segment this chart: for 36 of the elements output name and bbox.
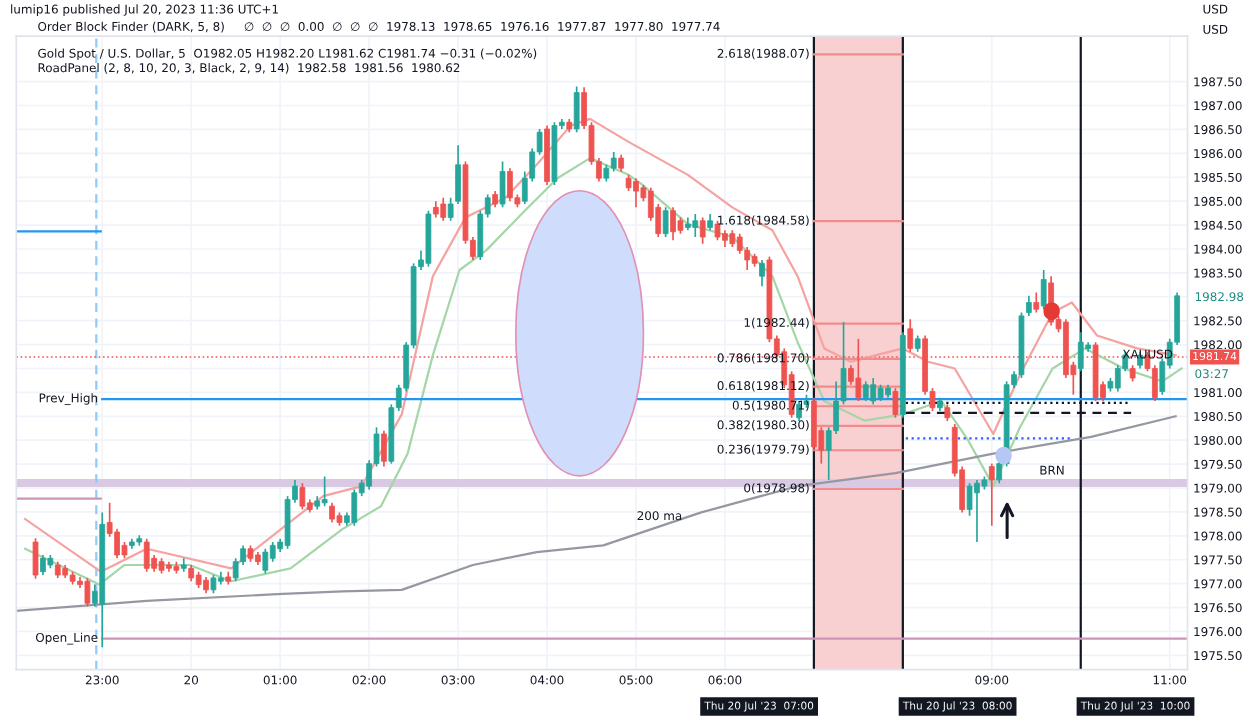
candlestick <box>573 85 580 134</box>
candlestick <box>329 502 335 524</box>
candlestick <box>507 167 513 202</box>
candlestick <box>351 488 358 527</box>
candlestick <box>662 206 669 238</box>
candlestick <box>759 259 765 288</box>
candlestick <box>499 160 506 209</box>
candlestick <box>699 216 706 245</box>
candlestick <box>862 380 869 402</box>
candlestick <box>1033 291 1040 314</box>
candlestick <box>1040 269 1047 311</box>
candlestick <box>610 151 617 173</box>
candlestick <box>714 219 721 242</box>
candlestick <box>692 213 699 238</box>
candlestick <box>40 554 46 576</box>
candlestick <box>974 479 980 543</box>
candlestick <box>670 206 676 242</box>
candlestick <box>269 541 276 563</box>
candlestick <box>321 475 328 508</box>
candlestick <box>114 527 120 560</box>
candlestick <box>996 459 1003 485</box>
candlestick <box>32 537 39 580</box>
candlestick <box>892 387 899 419</box>
candlestick <box>210 574 217 595</box>
line-series <box>16 415 1177 612</box>
candlestick <box>870 377 877 406</box>
candlestick <box>143 537 150 573</box>
candlestick <box>633 177 639 209</box>
candlestick <box>1077 331 1084 373</box>
candlestick <box>381 429 387 468</box>
candlestick <box>988 462 995 527</box>
candlestick <box>907 318 914 353</box>
candlestick <box>262 547 269 575</box>
candlestick <box>84 577 91 608</box>
candlestick <box>299 482 306 511</box>
candlestick <box>440 196 447 222</box>
